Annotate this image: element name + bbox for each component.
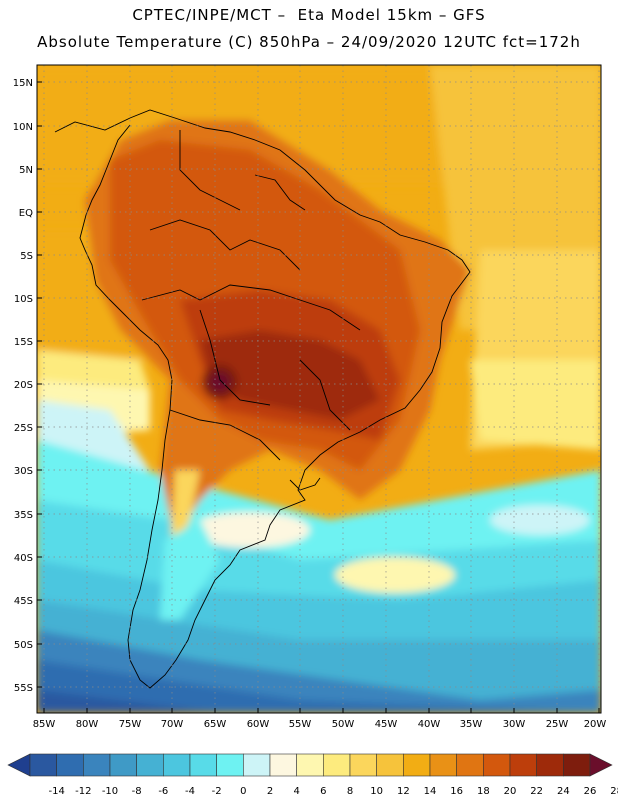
colorbar-label: 2 xyxy=(267,786,273,797)
colorbar-label: 18 xyxy=(477,786,490,797)
colorbar-label: -8 xyxy=(132,786,142,797)
lon-label: 85W xyxy=(33,719,56,730)
colorbar-swatch xyxy=(296,753,324,777)
lat-label: 30S xyxy=(14,466,33,477)
lat-label: 55S xyxy=(14,683,33,694)
colorbar-swatch xyxy=(563,753,591,777)
lon-label: 30W xyxy=(503,719,526,730)
colorbar-label: 14 xyxy=(424,786,437,797)
colorbar-label: -14 xyxy=(48,786,64,797)
colorbar-swatch xyxy=(56,753,84,777)
lon-label: 80W xyxy=(76,719,99,730)
title-line-2: Absolute Temperature (C) 850hPa – 24/09/… xyxy=(37,33,581,51)
colorbar-swatch xyxy=(163,753,191,777)
temperature-field xyxy=(37,65,601,713)
colorbar-swatch xyxy=(109,753,137,777)
colorbar-swatch xyxy=(509,753,537,777)
lat-label: 10N xyxy=(13,122,33,133)
colorbar-swatch xyxy=(536,753,564,777)
lon-label: 45W xyxy=(375,719,398,730)
colorbar-label: -2 xyxy=(212,786,222,797)
colorbar-label: 26 xyxy=(584,786,597,797)
colorbar-label: 20 xyxy=(504,786,517,797)
colorbar-arrow-high xyxy=(589,753,613,777)
colorbar-swatch xyxy=(349,753,377,777)
lat-label: 20S xyxy=(14,380,33,391)
colorbar-label: 28 xyxy=(610,786,618,797)
colorbar-label: 12 xyxy=(397,786,410,797)
colorbar-swatch xyxy=(136,753,164,777)
colorbar-label: -4 xyxy=(185,786,195,797)
lat-label: EQ xyxy=(19,208,33,219)
colorbar-label: 24 xyxy=(557,786,570,797)
color-scale-bar xyxy=(7,753,613,777)
colorbar-swatch xyxy=(429,753,457,777)
title-line-1: CPTEC/INPE/MCT – Eta Model 15km – GFS xyxy=(132,6,486,24)
colorbar-swatch xyxy=(216,753,244,777)
lat-label: 25S xyxy=(14,423,33,434)
lat-label: 15S xyxy=(14,337,33,348)
colorbar-swatch xyxy=(376,753,404,777)
colorbar-label: -10 xyxy=(102,786,118,797)
colorbar-swatch xyxy=(483,753,511,777)
lat-label: 50S xyxy=(14,640,33,651)
colorbar-swatch xyxy=(243,753,271,777)
colorbar-label: 10 xyxy=(370,786,383,797)
color-scale-labels: -14 -12 -10 -8 -6 -4 -2 0 2 4 6 8 10 12 14 16 18 20 22 24 26… xyxy=(48,786,618,797)
lon-label: 20W xyxy=(584,719,607,730)
colorbar-label: 8 xyxy=(347,786,353,797)
map-frame xyxy=(36,64,602,714)
colorbar-swatch xyxy=(29,753,57,777)
colorbar-label: 22 xyxy=(530,786,543,797)
graticule xyxy=(37,65,601,713)
longitude-labels: 85W 80W 75W 70W 65W 60W 55W 50W 45W 40W … xyxy=(33,719,607,730)
colorbar-label: 4 xyxy=(293,786,299,797)
latitude-labels: 15N 10N 5N EQ 5S 10S 15S 20S 25S 30S 35S… xyxy=(13,78,33,694)
lat-label: 10S xyxy=(14,294,33,305)
lon-label: 60W xyxy=(247,719,270,730)
lon-label: 35W xyxy=(460,719,483,730)
lon-label: 75W xyxy=(119,719,142,730)
lat-label: 5S xyxy=(20,251,33,262)
lon-label: 55W xyxy=(289,719,312,730)
colorbar-swatch xyxy=(269,753,297,777)
lon-label: 50W xyxy=(332,719,355,730)
colorbar-arrow-low xyxy=(7,753,31,777)
colorbar-swatch xyxy=(403,753,431,777)
lon-label: 40W xyxy=(418,719,441,730)
lat-label: 5N xyxy=(19,165,33,176)
colorbar-swatch xyxy=(83,753,111,777)
lon-label: 70W xyxy=(161,719,184,730)
coastlines xyxy=(54,109,471,689)
colorbar-label: 6 xyxy=(320,786,326,797)
colorbar-label: 16 xyxy=(450,786,463,797)
lon-label: 25W xyxy=(546,719,569,730)
lat-label: 45S xyxy=(14,596,33,607)
colorbar-label: 0 xyxy=(240,786,246,797)
colorbar-swatch xyxy=(323,753,351,777)
lon-label: 65W xyxy=(204,719,227,730)
axis-ticks xyxy=(37,81,600,713)
colorbar-label: -6 xyxy=(158,786,168,797)
lat-label: 35S xyxy=(14,510,33,521)
colorbar-swatch xyxy=(456,753,484,777)
colorbar-swatch xyxy=(189,753,217,777)
colorbar-label: -12 xyxy=(75,786,91,797)
lat-label: 40S xyxy=(14,553,33,564)
lat-label: 15N xyxy=(13,78,33,89)
